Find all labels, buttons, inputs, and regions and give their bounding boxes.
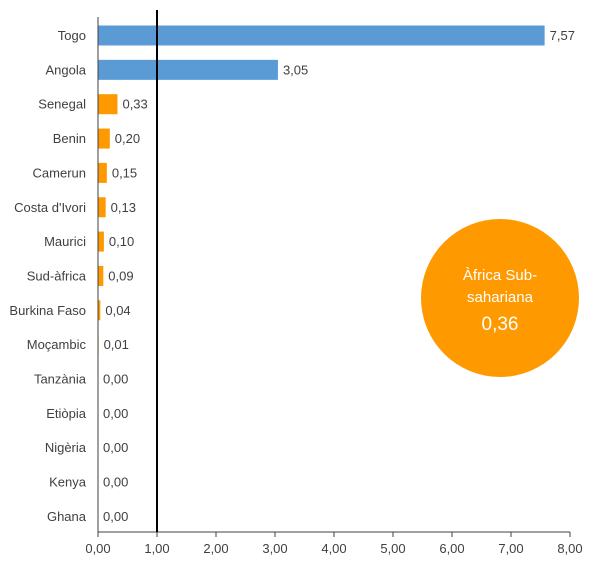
value-label: 0,10 bbox=[109, 234, 134, 249]
value-label: 7,57 bbox=[550, 28, 575, 43]
value-label: 0,33 bbox=[122, 97, 147, 112]
value-label: 0,20 bbox=[115, 131, 140, 146]
bar-4 bbox=[98, 162, 107, 183]
bar-2 bbox=[98, 94, 118, 115]
bar-7 bbox=[98, 265, 104, 286]
bubble-value: 0,36 bbox=[482, 314, 519, 335]
value-label: 0,00 bbox=[103, 475, 128, 490]
value-label: 0,09 bbox=[108, 268, 133, 283]
x-tick-label: 1,00 bbox=[144, 541, 169, 556]
x-tick-label: 2,00 bbox=[203, 541, 228, 556]
category-label: Nigèria bbox=[45, 440, 87, 455]
x-tick-label: 4,00 bbox=[321, 541, 346, 556]
value-label: 0,13 bbox=[111, 200, 136, 215]
category-labels: Togo Angola Senegal Benin Camerun Costa d'Ivo… bbox=[9, 28, 86, 524]
x-tick-label: 3,00 bbox=[262, 541, 287, 556]
bubble-line1: Àfrica Sub- bbox=[463, 267, 537, 284]
summary-bubble: Àfrica Sub- sahariana 0,36 bbox=[421, 219, 579, 377]
value-label: 0,01 bbox=[104, 337, 129, 352]
category-label: Maurici bbox=[44, 234, 86, 249]
category-label: Camerun bbox=[33, 165, 86, 180]
value-label: 0,15 bbox=[112, 165, 137, 180]
bar-5 bbox=[98, 197, 106, 218]
bar-1 bbox=[98, 59, 278, 80]
bar-6 bbox=[98, 231, 104, 252]
x-tick-label: 0,00 bbox=[85, 541, 110, 556]
category-label: Sud-àfrica bbox=[27, 268, 87, 283]
x-tick-label: 8,00 bbox=[557, 541, 582, 556]
category-label: Costa d'Ivori bbox=[14, 200, 86, 215]
category-label: Benin bbox=[53, 131, 86, 146]
value-label: 0,00 bbox=[103, 372, 128, 387]
bar-3 bbox=[98, 128, 110, 149]
category-label: Kenya bbox=[49, 475, 87, 490]
value-label: 0,00 bbox=[103, 509, 128, 524]
bubble-circle bbox=[421, 219, 579, 377]
category-label: Moçambic bbox=[27, 337, 87, 352]
value-label: 0,00 bbox=[103, 440, 128, 455]
x-tick-label: 6,00 bbox=[439, 541, 464, 556]
category-label: Tanzània bbox=[34, 372, 87, 387]
category-label: Angola bbox=[46, 62, 87, 77]
x-tick-label: 7,00 bbox=[498, 541, 523, 556]
bar-8 bbox=[98, 300, 101, 321]
bubble-line2: sahariana bbox=[467, 289, 534, 306]
value-label: 0,00 bbox=[103, 406, 128, 421]
value-labels: 7,57 3,05 0,33 0,20 0,15 0,13 0,10 0,09 0,04 0,01… bbox=[103, 28, 575, 524]
value-label: 3,05 bbox=[283, 62, 308, 77]
category-label: Togo bbox=[58, 28, 86, 43]
x-tick-label: 5,00 bbox=[380, 541, 405, 556]
bars-group bbox=[98, 25, 545, 355]
category-label: Burkina Faso bbox=[9, 303, 86, 318]
category-label: Ghana bbox=[47, 509, 87, 524]
bar-0 bbox=[98, 25, 545, 46]
value-label: 0,04 bbox=[105, 303, 130, 318]
category-label: Etiòpia bbox=[46, 406, 87, 421]
x-axis-ticks: 0,00 1,00 2,00 3,00 4,00 5,00 6,00 7,00 8,00 bbox=[85, 532, 583, 556]
category-label: Senegal bbox=[38, 97, 86, 112]
